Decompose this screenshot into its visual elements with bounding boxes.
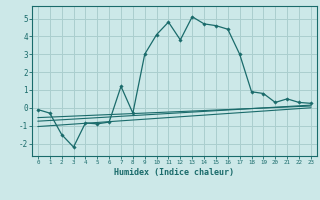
X-axis label: Humidex (Indice chaleur): Humidex (Indice chaleur) [115, 168, 234, 177]
